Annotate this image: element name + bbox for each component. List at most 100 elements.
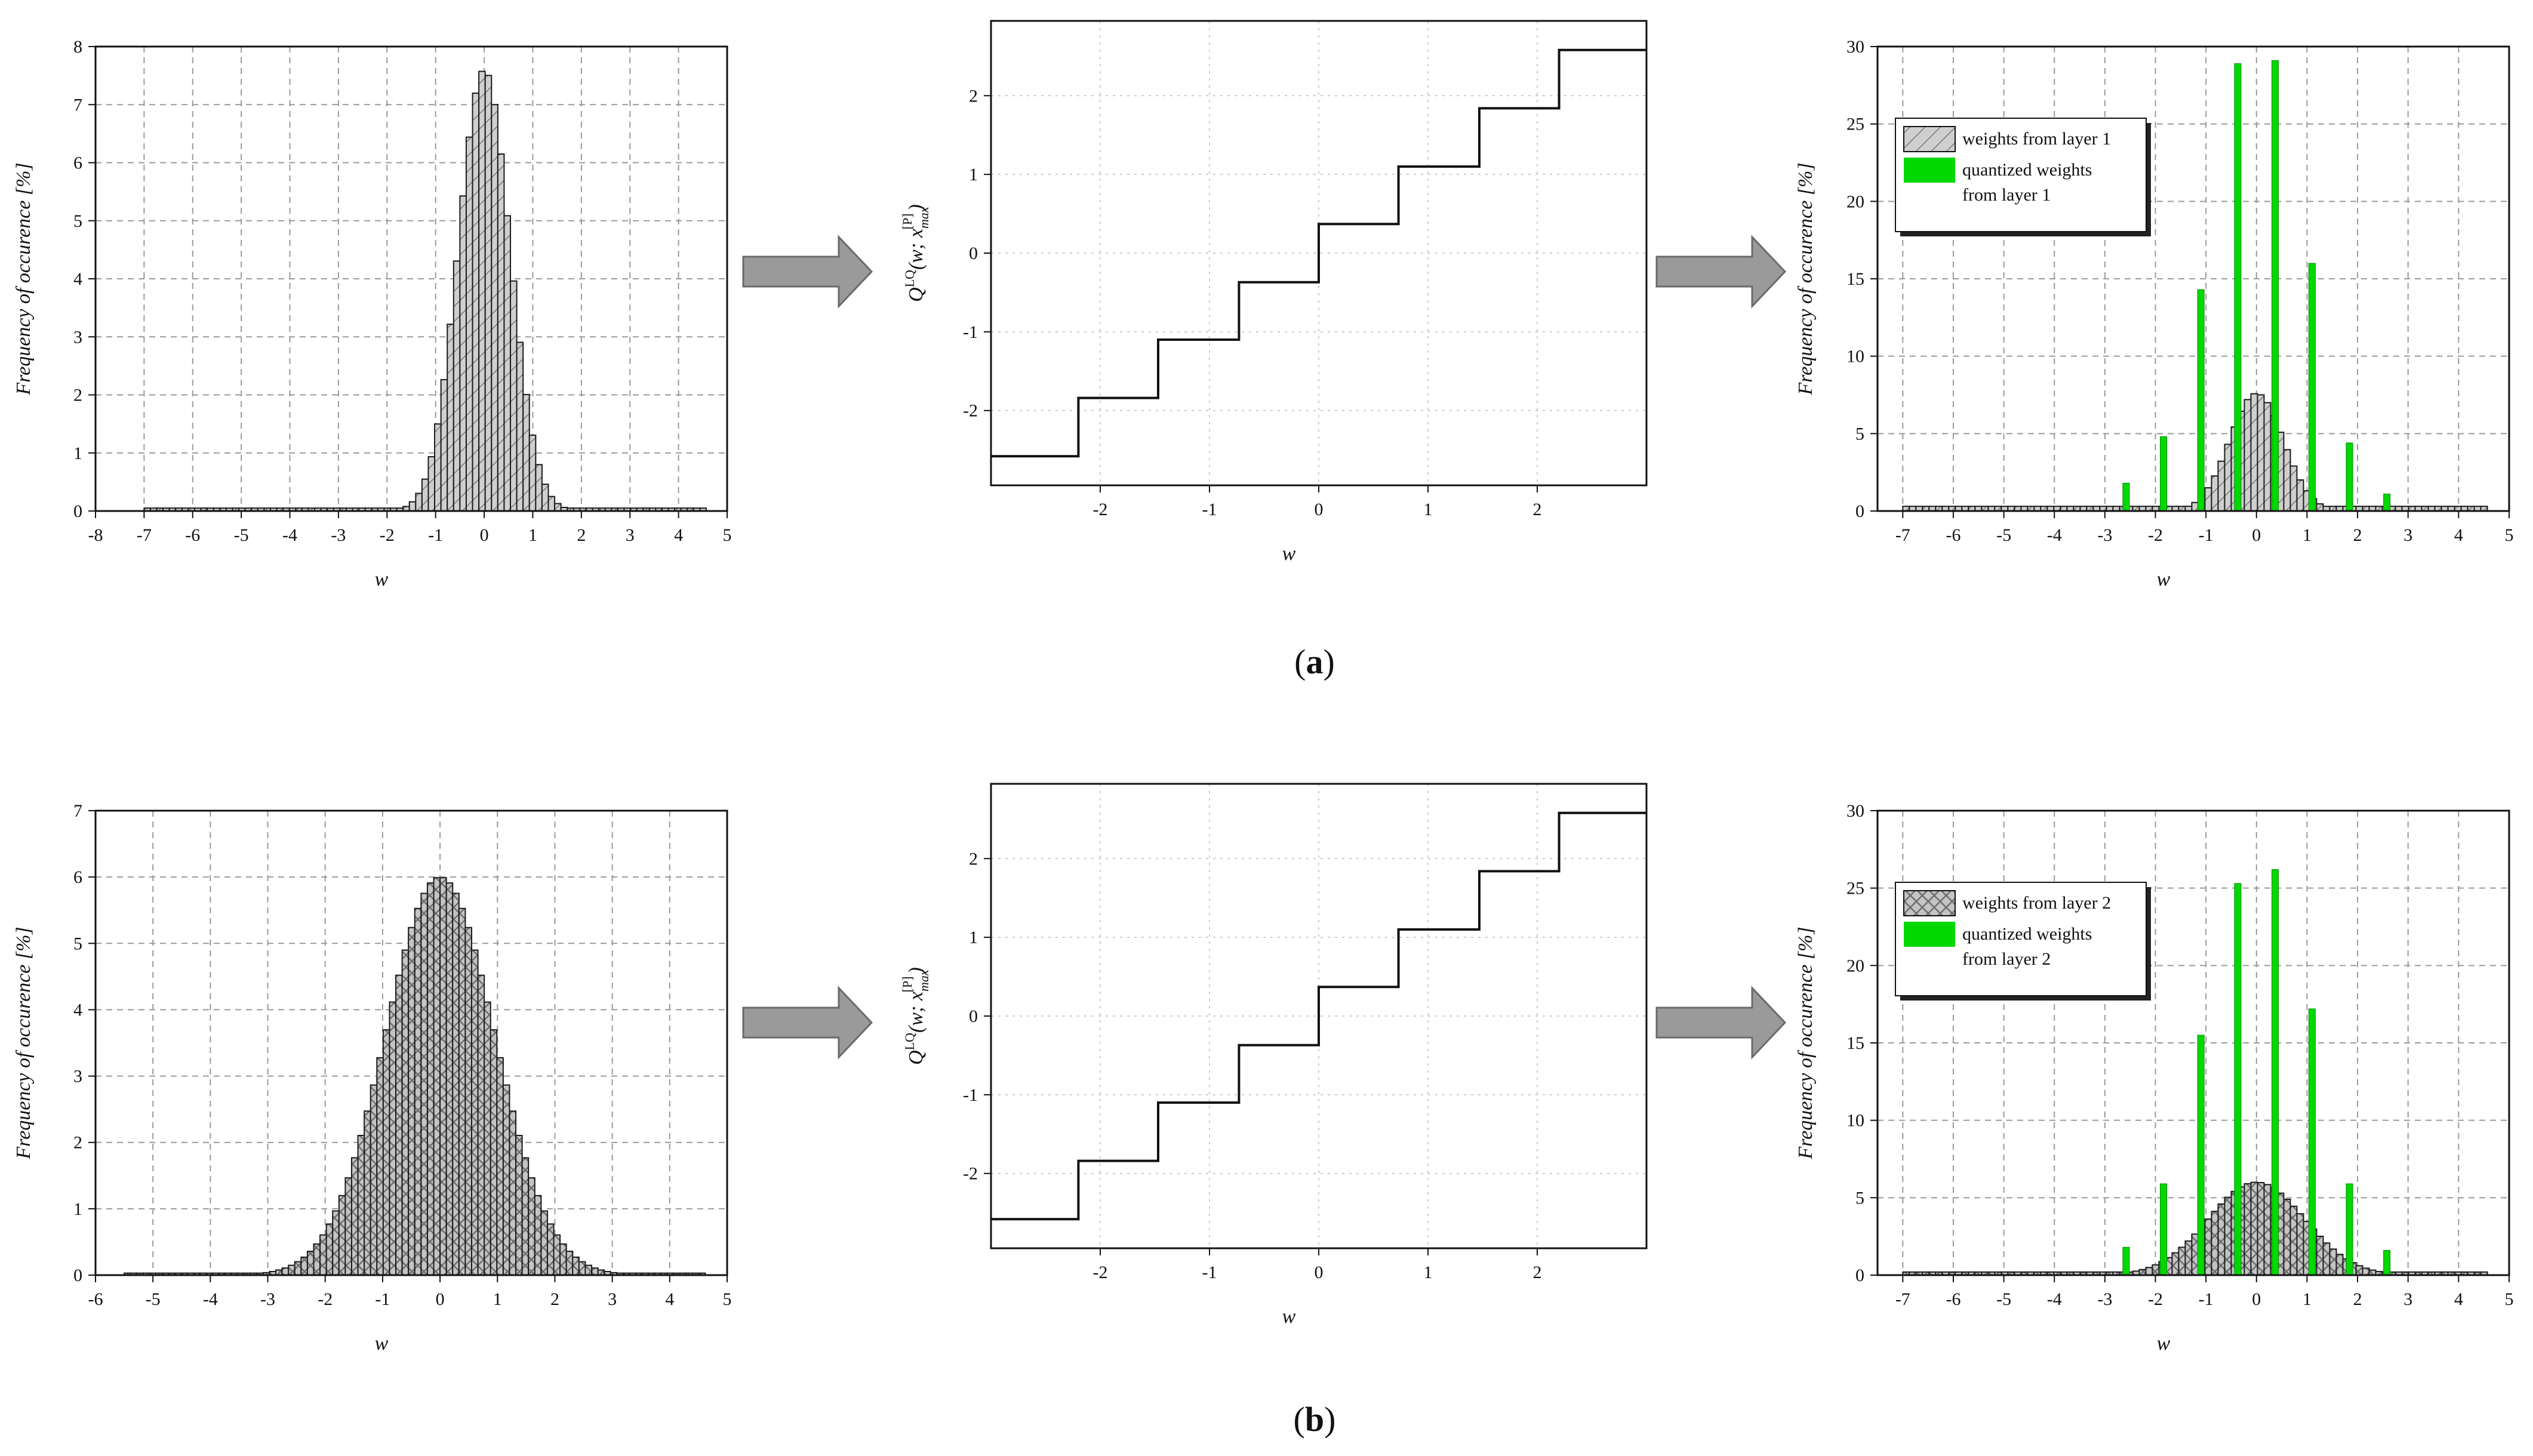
hist-bar-3-33: [332, 1210, 340, 1276]
hist-bar-5-42: [2178, 1246, 2186, 1276]
tick-label-x-0: -7: [1895, 1289, 1910, 1309]
hist-bar-3-52: [452, 892, 460, 1276]
x-axis-label: w: [1282, 543, 1296, 565]
chart-a-overlay: -7 -6 -5 -4 -3 -2 -1 0 1 2 3 4 5 0 5 10 15 20 25 30 w Frequen…: [1795, 37, 2514, 590]
tick-label-y-3: 15: [1846, 269, 1864, 289]
hist-bar-0-47: [440, 378, 448, 512]
hist-bar-3-28: [300, 1256, 308, 1276]
tick-label-x-8: 0: [480, 525, 489, 545]
legend-label-line: quantized weights: [1962, 160, 2092, 180]
hist-bar-3-70: [565, 1251, 574, 1276]
quant-bar-2-4: [2272, 60, 2279, 512]
hist-bar-3-55: [470, 949, 479, 1276]
hist-bar-3-64: [528, 1177, 535, 1276]
tick-label-y-0: 0: [1855, 501, 1864, 521]
hist-bar-5-66: [2335, 1254, 2344, 1276]
hist-bar-0-54: [484, 75, 493, 512]
tick-label-y-4: 4: [73, 269, 82, 289]
legend: weights from layer 2 quantized weights fro…: [1895, 882, 2151, 1001]
flow-arrow-3: [1655, 986, 1787, 1060]
hist-bar-3-39: [370, 1084, 378, 1276]
chart-b-hist: -6 -5 -4 -3 -2 -1 0 1 2 3 4 5 0 1 2 3 4 5 6 7 w Frequency of …: [13, 801, 732, 1355]
tick-label-y-0: 0: [1855, 1266, 1864, 1285]
hist-bar-5-63: [2316, 1235, 2324, 1276]
tick-label-y-0: 0: [73, 1266, 82, 1285]
tick-label-x-3: -5: [234, 525, 249, 545]
tick-label-y-4: 4: [73, 1000, 82, 1020]
hist-bar-0-63: [541, 484, 549, 512]
tick-label-x-9: 2: [2353, 1289, 2362, 1309]
hist-bar-0-49: [453, 260, 461, 512]
hist-bar-3-68: [553, 1234, 561, 1276]
tick-label-y-4: 20: [1846, 192, 1864, 211]
hist-bar-0-45: [427, 456, 436, 512]
tick-label-x-10: 2: [577, 525, 586, 545]
hist-bar-3-41: [382, 1029, 390, 1276]
hist-bar-5-38: [2152, 1264, 2160, 1276]
hist-bar-2-54: [2257, 394, 2265, 512]
hist-bar-3-27: [294, 1261, 302, 1276]
hist-bar-3-46: [414, 907, 422, 1276]
hist-bar-3-38: [364, 1110, 371, 1276]
tick-label-x-10: 3: [2403, 525, 2412, 545]
tick-label-x-13: 5: [723, 525, 732, 545]
hist-bar-3-67: [546, 1223, 555, 1276]
quant-bar-2-7: [2383, 493, 2391, 512]
tick-label-y-7: 7: [73, 95, 82, 115]
x-axis-label: w: [2157, 568, 2171, 590]
tick-label-x-5: -1: [375, 1289, 390, 1309]
hist-bar-2-58: [2283, 449, 2291, 512]
hist-bar-5-60: [2296, 1213, 2304, 1276]
tick-label-x-11: 5: [723, 1289, 732, 1309]
tick-label-y-1: 1: [73, 444, 82, 463]
legend-swatch-weights: [1903, 126, 1956, 152]
tick-label-x-0: -6: [88, 1289, 103, 1309]
tick-label-y-0: -2: [963, 401, 978, 421]
hist-bar-3-31: [319, 1234, 327, 1276]
quant-bar-5-2: [2197, 1035, 2205, 1276]
tick-label-x-6: -2: [380, 525, 395, 545]
tick-label-x-5: -3: [331, 525, 346, 545]
label-part: (w; x: [905, 229, 927, 270]
tick-label-y-3: 1: [969, 165, 978, 184]
tick-label-x-0: -8: [88, 525, 103, 545]
tick-label-x-1: -1: [1202, 500, 1217, 519]
tick-label-x-2: -4: [203, 1289, 218, 1309]
tick-label-y-2: 2: [73, 1133, 82, 1153]
quant-bar-5-1: [2160, 1183, 2168, 1276]
tick-label-y-1: -1: [963, 322, 978, 342]
tick-label-x-4: -3: [2097, 1289, 2112, 1309]
tick-label-x-4: -2: [318, 1289, 333, 1309]
tick-label-x-9: 3: [608, 1289, 617, 1309]
hist-bar-3-47: [420, 892, 428, 1276]
tick-label-x-1: -1: [1202, 1263, 1217, 1282]
tick-label-y-7: 7: [73, 801, 82, 821]
tick-label-y-5: 25: [1846, 115, 1864, 134]
tick-label-x-8: 1: [2303, 525, 2312, 545]
chart-a-hist: -8 -7 -6 -5 -4 -3 -2 -1 0 1 2 3 4 5 0 1 2 3 4 5 6 7 8 w Frequenc…: [13, 37, 732, 590]
label-sub: max: [916, 207, 931, 229]
hist-bar-3-60: [502, 1084, 510, 1276]
legend: weights from layer 1 quantized weights fro…: [1895, 118, 2151, 236]
x-axis-label: w: [1282, 1306, 1296, 1328]
hist-bar-5-64: [2322, 1242, 2331, 1276]
tick-label-x-1: -5: [146, 1289, 161, 1309]
quant-bar-5-3: [2234, 883, 2242, 1276]
legend-label-quantized: quantized weights from layer 2: [1962, 924, 2092, 969]
tick-label-y-6: 6: [73, 867, 82, 887]
legend-label-line: from layer 1: [1962, 185, 2051, 205]
hist-bar-2-52: [2243, 399, 2252, 512]
hist-bar-3-49: [433, 877, 441, 1276]
hist-bar-3-34: [338, 1195, 346, 1276]
tick-label-y-8: 8: [73, 37, 82, 57]
tick-label-y-1: -1: [963, 1085, 978, 1105]
hist-bar-0-52: [472, 93, 480, 512]
hist-bar-2-60: [2296, 479, 2304, 512]
hist-bar-0-59: [516, 341, 524, 512]
hist-bar-2-48: [2217, 460, 2226, 512]
tick-label-x-2: 0: [1315, 500, 1324, 519]
hist-bar-0-64: [547, 495, 556, 512]
tick-label-y-4: 20: [1846, 956, 1864, 975]
x-axis-label: w: [375, 568, 389, 590]
tick-label-x-11: 4: [2454, 1289, 2463, 1309]
